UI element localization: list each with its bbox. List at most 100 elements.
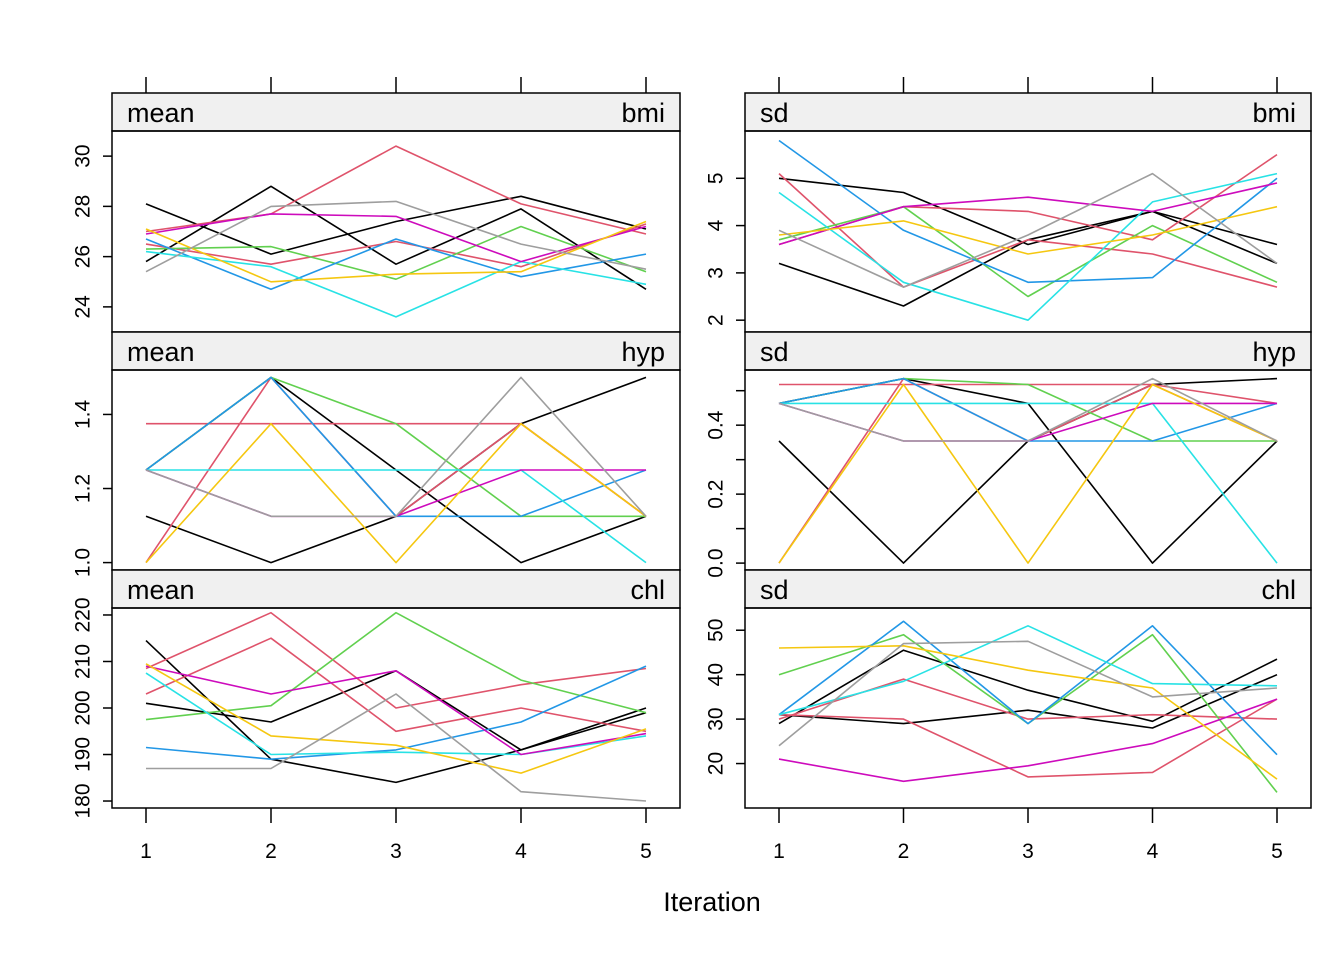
- strip-label-stat: sd: [760, 98, 789, 128]
- series-line-10: [145, 376, 647, 518]
- strip-label-variable: bmi: [1252, 98, 1296, 128]
- x-tick-label: 2: [265, 840, 277, 863]
- series-group: [778, 620, 1278, 793]
- strip-label-stat: mean: [127, 575, 195, 605]
- series-group: [145, 376, 647, 564]
- y-tick-label: 200: [71, 690, 94, 725]
- x-tick-label: 5: [1271, 840, 1283, 863]
- strip-label-stat: sd: [760, 575, 789, 605]
- series-line-8: [145, 213, 647, 263]
- series-line-5: [145, 225, 647, 281]
- y-tick-label: 30: [704, 707, 727, 730]
- series-line-3: [145, 145, 647, 235]
- y-tick-label: 40: [704, 663, 727, 686]
- series-line-10: [146, 693, 647, 802]
- strip-background: [744, 569, 1312, 609]
- x-tick-label: 5: [640, 840, 652, 863]
- y-tick-label: 220: [71, 597, 94, 632]
- series-line-7: [778, 624, 1278, 716]
- strip-label-stat: sd: [760, 337, 789, 367]
- series-line-6: [145, 376, 647, 518]
- strip-background: [111, 92, 681, 132]
- panel-sd-hyp: sd hyp 0.0 0.2 0.4: [704, 331, 1312, 578]
- y-tick-label: 4: [704, 219, 727, 231]
- series-line-7: [145, 250, 647, 318]
- x-tick-label: 3: [1022, 840, 1034, 863]
- series-line-8: [145, 469, 646, 518]
- series-line-1: [778, 177, 1278, 246]
- series-line-1: [145, 195, 647, 255]
- series-line-1: [778, 649, 1278, 725]
- panel-border: [744, 369, 1312, 571]
- panel-mean-hyp: mean hyp 1.0 1.2 1.4: [71, 331, 681, 577]
- series-line-10: [778, 377, 1278, 442]
- y-tick-label: 2: [704, 314, 727, 326]
- series-line-3: [778, 173, 1278, 288]
- strip-label-variable: hyp: [1252, 337, 1296, 367]
- series-line-9: [778, 383, 1278, 564]
- series-line-10: [778, 640, 1278, 747]
- y-tick-label: 0.2: [704, 480, 727, 509]
- y-tick-label: 3: [704, 267, 727, 279]
- series-line-9: [145, 663, 647, 774]
- panels-layer: mean bmi 24 26 28 30 sd bmi 2 3 4 5 mean hyp 1.0 1.2 1.4…: [71, 92, 1312, 819]
- strip-label-variable: bmi: [621, 98, 665, 128]
- series-line-6: [778, 139, 1278, 284]
- y-tick-label: 180: [71, 783, 94, 818]
- strip-background: [744, 331, 1312, 371]
- series-line-2: [778, 673, 1278, 729]
- strip-background: [111, 331, 681, 371]
- series-line-9: [778, 205, 1278, 255]
- x-tick-label: 1: [773, 840, 785, 863]
- series-line-3: [779, 383, 1278, 442]
- y-tick-label: 50: [704, 619, 727, 642]
- series-group: [778, 377, 1278, 564]
- strip-background: [744, 92, 1312, 132]
- strip-label-variable: chl: [1261, 575, 1296, 605]
- x-tick-label: 2: [898, 840, 910, 863]
- series-line-5: [145, 611, 647, 721]
- series-line-3: [145, 611, 647, 709]
- series-line-4: [145, 637, 647, 733]
- strip-label-variable: chl: [630, 575, 665, 605]
- series-line-9: [145, 220, 647, 283]
- series-line-8: [145, 665, 647, 756]
- x-tick-label: 3: [390, 840, 402, 863]
- x-axis-title: Iteration: [663, 887, 761, 917]
- y-tick-label: 5: [704, 172, 727, 184]
- series-group: [145, 611, 647, 802]
- series-line-6: [145, 665, 647, 761]
- y-tick-label: 210: [71, 644, 94, 679]
- y-tick-label: 1.2: [71, 474, 94, 503]
- y-tick-label: 0.4: [704, 410, 727, 440]
- y-tick-label: 30: [71, 144, 94, 167]
- series-line-5: [145, 376, 646, 518]
- x-axis-layer: 1 2 3 4 5 1 2 3 4 5: [140, 77, 1283, 863]
- series-line-10: [778, 172, 1278, 288]
- series-line-2: [145, 185, 647, 290]
- series-line-9: [778, 644, 1278, 780]
- y-tick-label: 26: [71, 245, 94, 268]
- y-tick-label: 1.4: [71, 400, 94, 430]
- y-tick-label: 28: [71, 195, 94, 218]
- series-group: [778, 139, 1278, 322]
- series-group: [145, 145, 647, 318]
- series-line-8: [778, 402, 1277, 442]
- series-line-6: [778, 620, 1278, 756]
- panel-mean-chl: mean chl 180 190 200 210 220: [71, 569, 681, 819]
- panel-sd-bmi: sd bmi 2 3 4 5: [704, 92, 1312, 333]
- series-line-10: [145, 200, 647, 273]
- y-tick-label: 1.0: [71, 548, 94, 577]
- series-line-1: [145, 640, 647, 784]
- panel-sd-chl: sd chl 20 30 40 50: [704, 569, 1312, 809]
- series-line-3: [778, 698, 1278, 778]
- strip-background: [111, 569, 681, 609]
- y-tick-label: 190: [71, 737, 94, 772]
- series-line-7: [778, 172, 1278, 322]
- y-tick-label: 0.0: [704, 549, 727, 578]
- series-line-8: [778, 182, 1278, 246]
- panel-mean-bmi: mean bmi 24 26 28 30: [71, 92, 681, 333]
- series-line-9: [145, 422, 647, 564]
- x-tick-label: 1: [140, 840, 152, 863]
